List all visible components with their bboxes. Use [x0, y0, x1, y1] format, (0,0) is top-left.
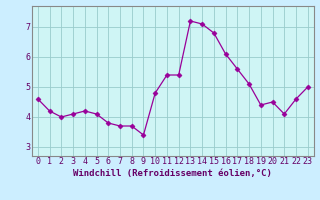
X-axis label: Windchill (Refroidissement éolien,°C): Windchill (Refroidissement éolien,°C)	[73, 169, 272, 178]
